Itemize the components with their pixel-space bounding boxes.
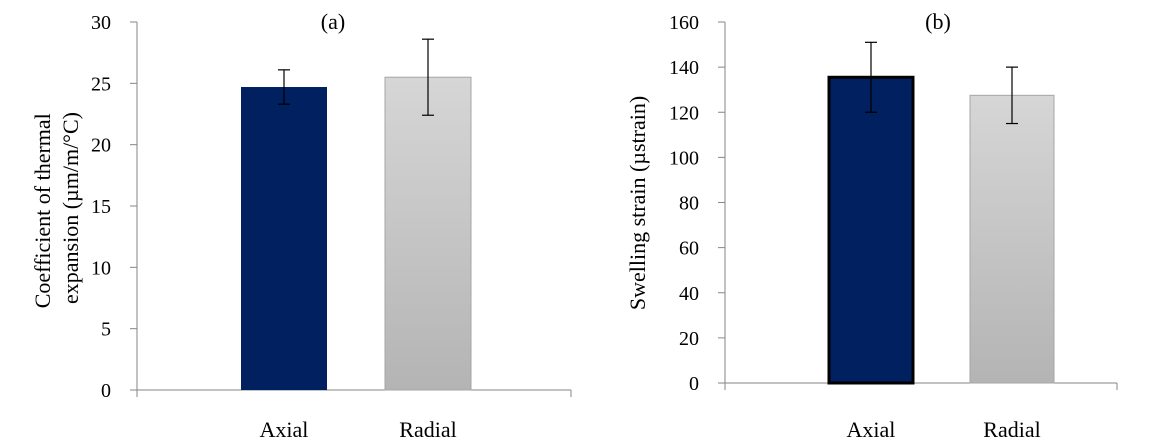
y-axis-title-a: Coefficient of thermal expansion (µm/m/°… bbox=[30, 108, 83, 309]
y-tick-label: 0 bbox=[101, 380, 111, 402]
chart-panel-b: (b) Swelling strain (µstrain) 0 20 40 60 80 1… bbox=[625, 9, 1118, 442]
category-label: Radial bbox=[399, 417, 456, 442]
y-tick-label: 20 bbox=[679, 328, 699, 350]
y-axis-title-line-1: Coefficient of thermal bbox=[30, 113, 55, 308]
y-tick-label: 20 bbox=[91, 135, 111, 157]
category-label: Axial bbox=[260, 417, 309, 442]
y-tick-label: 5 bbox=[101, 319, 111, 341]
panel-label-b: (b) bbox=[925, 9, 951, 34]
y-tick-label: 120 bbox=[669, 102, 699, 124]
panel-label-a: (a) bbox=[321, 9, 345, 34]
y-tick-label: 25 bbox=[91, 73, 111, 95]
bar-radial bbox=[384, 76, 472, 391]
bar-axial bbox=[827, 75, 915, 385]
y-tick-label: 40 bbox=[679, 283, 699, 305]
y-tick-label: 80 bbox=[679, 193, 699, 215]
chart-panel-a: (a) Coefficient of thermal expansion (µm… bbox=[30, 9, 572, 442]
bar-radial bbox=[969, 94, 1055, 384]
y-axis-title-line-1: Swelling strain (µstrain) bbox=[625, 96, 650, 310]
category-label: Radial bbox=[983, 417, 1040, 442]
bar-axial bbox=[241, 87, 327, 390]
y-tick-label: 0 bbox=[689, 373, 699, 395]
y-tick-label: 30 bbox=[91, 12, 111, 34]
y-tick-label: 100 bbox=[669, 147, 699, 169]
y-tick-label: 160 bbox=[669, 12, 699, 34]
y-axis-title-line-2: expansion (µm/m/°C) bbox=[58, 112, 83, 304]
y-tick-label: 10 bbox=[91, 257, 111, 279]
category-label: Axial bbox=[847, 417, 896, 442]
y-tick-label: 60 bbox=[679, 238, 699, 260]
y-tick-label: 15 bbox=[91, 196, 111, 218]
y-axis-title-b: Swelling strain (µstrain) bbox=[625, 96, 650, 310]
y-tick-label: 140 bbox=[669, 57, 699, 79]
